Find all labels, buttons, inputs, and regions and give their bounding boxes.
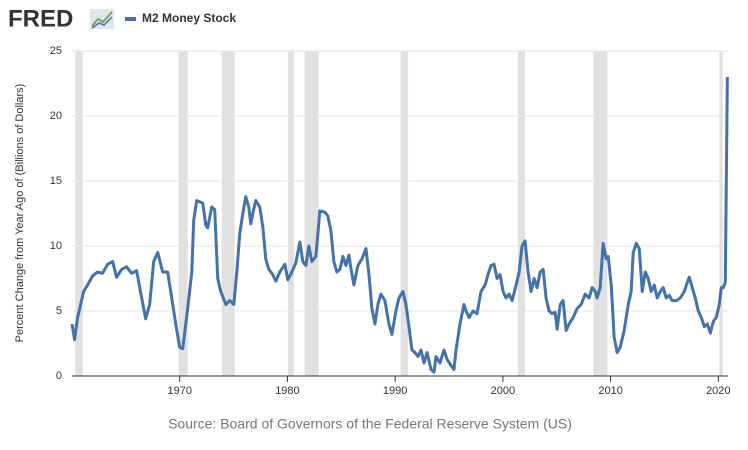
y-tick-label: 10	[50, 240, 62, 252]
y-tick-label: 15	[50, 175, 62, 187]
series-line	[70, 76, 729, 374]
x-tick-label: 2020	[706, 385, 730, 397]
recession-band	[400, 51, 409, 376]
source: Source: Board of Governors of the Federa…	[168, 416, 572, 432]
recession-band	[221, 51, 235, 376]
recession-band	[287, 51, 294, 376]
recession-band	[719, 51, 723, 376]
x-tick-label: 1980	[275, 385, 299, 397]
recession-band	[593, 51, 608, 376]
y-tick-label: 20	[50, 110, 62, 122]
x-tick-label: 2000	[491, 385, 515, 397]
y-axis-label: Percent Change from Year Ago of (Billion…	[14, 84, 26, 343]
recession-band	[517, 51, 526, 376]
legend-label: M2 Money Stock	[142, 11, 236, 25]
logo-icon	[90, 9, 114, 29]
x-tick-label: 2010	[598, 385, 622, 397]
recession-band	[304, 51, 319, 376]
recession-band	[178, 51, 188, 376]
y-tick-label: 0	[56, 370, 62, 382]
recession-band	[75, 51, 83, 376]
x-tick-label: 1990	[383, 385, 407, 397]
x-tick-label: 1970	[167, 385, 191, 397]
logo: FRED	[8, 5, 73, 32]
y-tick-label: 5	[56, 305, 62, 317]
y-tick-label: 25	[50, 45, 62, 57]
